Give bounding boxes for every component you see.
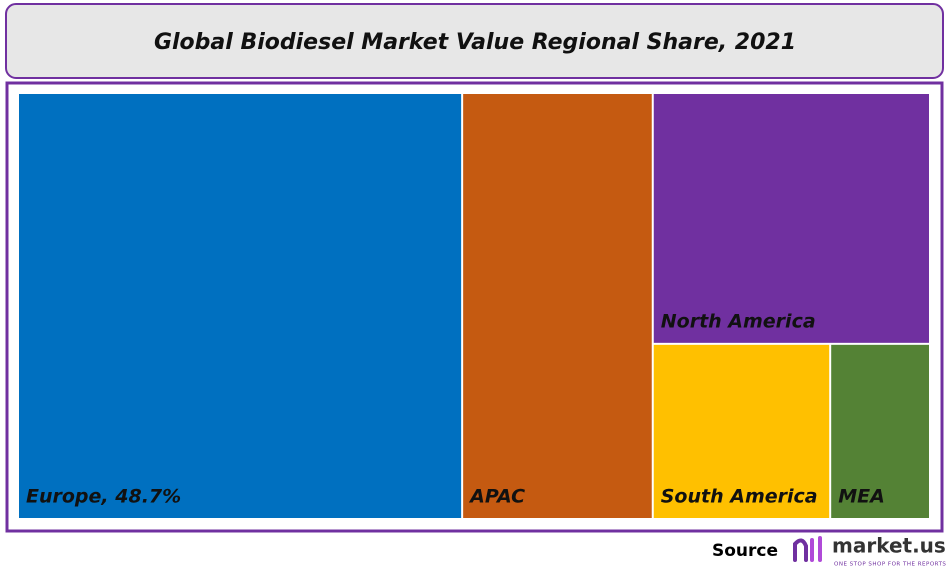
tile — [463, 94, 652, 518]
tile-label: Europe, 48.7% — [26, 486, 181, 508]
tile-label: South America — [661, 486, 818, 508]
tile — [653, 344, 830, 518]
source-label: Source — [712, 541, 778, 561]
logo-icon — [793, 536, 822, 562]
logo-mark — [793, 538, 808, 562]
tile — [831, 344, 929, 518]
tile-label: MEA — [838, 486, 885, 508]
tagline: ONE STOP SHOP FOR THE REPORTS — [834, 562, 946, 568]
treemap: Europe, 48.7% APAC North America South Amer… — [19, 94, 929, 518]
brand: market.us — [832, 534, 946, 558]
tile-label: APAC — [468, 486, 525, 508]
tile — [653, 94, 929, 343]
chart-title: Global Biodiesel Market Value Regional S… — [154, 30, 796, 55]
title-box — [5, 3, 944, 79]
logo-mark — [810, 536, 822, 562]
tile-label: North America — [661, 310, 816, 332]
plot-frame — [5, 81, 944, 533]
tile — [19, 94, 462, 518]
